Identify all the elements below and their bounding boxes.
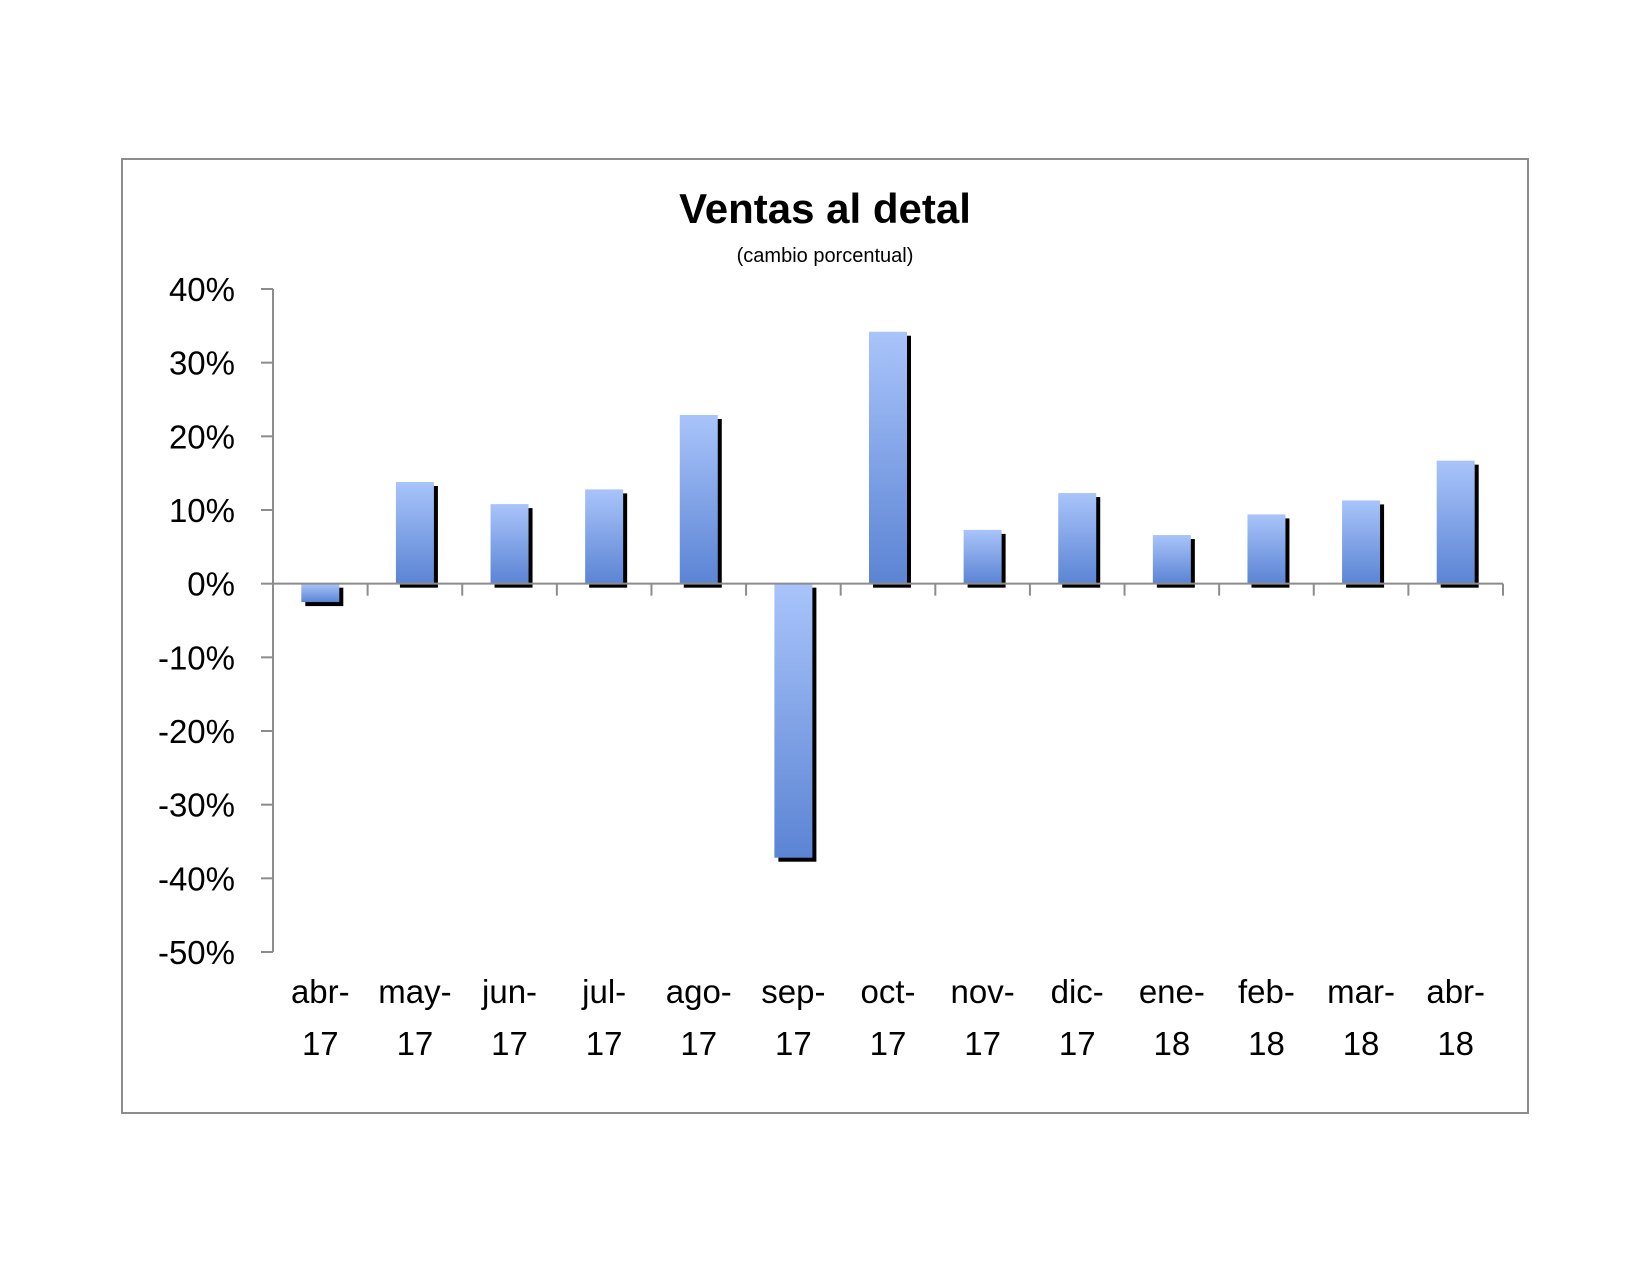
x-tick-label-line2: 18 <box>1343 1025 1380 1062</box>
bar <box>1058 493 1097 584</box>
x-tick-label-line2: 17 <box>302 1025 339 1062</box>
x-tick-label-line1: may- <box>378 973 451 1010</box>
x-tick-label: ene- 18 <box>1139 973 1205 1062</box>
bar <box>1152 535 1191 584</box>
x-tick-label-line1: sep- <box>761 973 825 1010</box>
x-tick-label-line2: 18 <box>1437 1025 1474 1062</box>
y-tick-label: 10% <box>169 492 235 529</box>
bar <box>585 489 624 584</box>
y-tick-label: -10% <box>158 639 235 676</box>
x-tick-label-line1: mar- <box>1327 973 1395 1010</box>
y-tick-label: 30% <box>169 345 235 382</box>
bar <box>1436 460 1475 584</box>
y-tick-label: 20% <box>169 418 235 455</box>
x-tick-label-line2: 17 <box>870 1025 907 1062</box>
x-tick-label: feb- 18 <box>1238 973 1295 1062</box>
y-tick-label: -30% <box>158 787 235 824</box>
x-tick-label-line1: abr- <box>291 973 350 1010</box>
chart-subtitle: (cambio porcentual) <box>737 245 914 267</box>
x-tick-label-line2: 17 <box>964 1025 1001 1062</box>
x-tick-label-line2: 18 <box>1248 1025 1285 1062</box>
x-tick-label-line1: oct- <box>860 973 915 1010</box>
bar-chart: Ventas al detal (cambio porcentual) 40% 3… <box>158 185 1504 1062</box>
x-tick-label-line1: ago- <box>666 973 732 1010</box>
bar <box>869 331 907 584</box>
x-tick-label: ago- 17 <box>666 973 732 1062</box>
y-tick-label: -20% <box>158 713 235 750</box>
x-tick-label-line1: abr- <box>1426 973 1485 1010</box>
y-tick-label: -40% <box>158 860 235 897</box>
x-tick-label-line2: 17 <box>775 1025 812 1062</box>
x-tick-label-line2: 17 <box>586 1025 623 1062</box>
bar <box>395 482 434 584</box>
x-tick-label: abr- 18 <box>1426 973 1485 1062</box>
y-tick-label: -50% <box>158 934 235 971</box>
x-tick-label: dic- 17 <box>1051 973 1104 1062</box>
x-tick-label: oct- 17 <box>860 973 915 1062</box>
x-tick-label-line2: 17 <box>1059 1025 1096 1062</box>
x-tick-label-line2: 17 <box>680 1025 717 1062</box>
y-tick-label: 0% <box>187 566 235 603</box>
x-tick-label: may- 17 <box>378 973 451 1062</box>
x-tick-label: mar- 18 <box>1327 973 1395 1062</box>
bar <box>490 504 529 584</box>
x-axis: abr-17may-17jun-17jul-17ago-17sep-17oct-… <box>272 582 1504 1062</box>
x-tick-label: sep- 17 <box>761 973 825 1062</box>
x-tick-label-line1: jul- <box>581 973 626 1010</box>
x-tick-label-line1: dic- <box>1051 973 1104 1010</box>
x-tick-label-line1: nov- <box>951 973 1015 1010</box>
y-tick-label: 40% <box>169 271 235 308</box>
x-tick-label-line2: 18 <box>1153 1025 1190 1062</box>
bar <box>679 414 718 584</box>
bar <box>1247 514 1286 584</box>
chart-title: Ventas al detal <box>679 185 971 232</box>
x-tick-label: abr- 17 <box>291 973 350 1062</box>
bar <box>774 583 813 858</box>
x-tick-label-line2: 17 <box>491 1025 528 1062</box>
x-tick-label: jul- 17 <box>581 973 626 1062</box>
bar <box>1342 500 1381 584</box>
bar <box>301 583 340 603</box>
y-axis: 40% 30% 20% 10% 0% -10% -20% -30% -40% -50% <box>158 271 274 971</box>
x-tick-label-line2: 17 <box>397 1025 434 1062</box>
x-tick-label: jun- 17 <box>481 973 537 1062</box>
x-tick-label-line1: ene- <box>1139 973 1205 1010</box>
x-tick-label: nov- 17 <box>951 973 1015 1062</box>
bar <box>963 529 1002 584</box>
bars <box>301 331 1479 862</box>
x-tick-label-line1: jun- <box>481 973 537 1010</box>
x-tick-label-line1: feb- <box>1238 973 1295 1010</box>
chart-frame: Ventas al detal (cambio porcentual) 40% 3… <box>121 158 1529 1114</box>
